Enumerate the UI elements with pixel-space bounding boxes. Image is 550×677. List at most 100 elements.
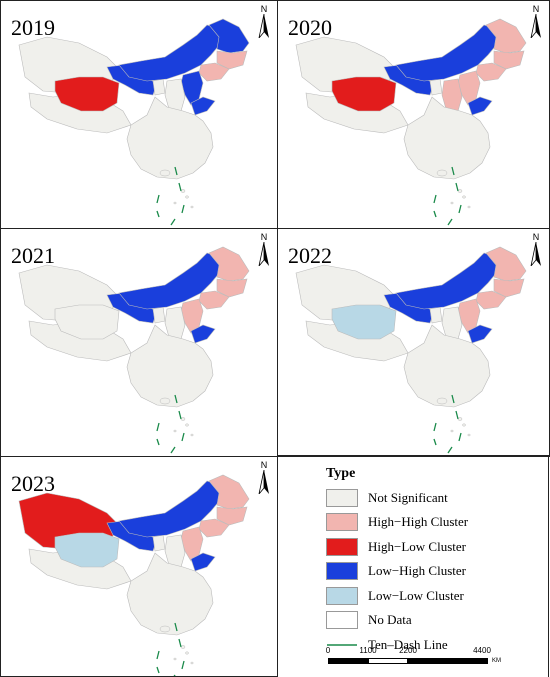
region-heilongjiang [208,474,250,510]
region-heilongjiang [485,246,527,282]
region-shandong [467,96,493,116]
region-ningxia [152,78,166,96]
ten-dash-segment [451,166,455,176]
china-map [295,246,527,454]
ten-dash-segment [156,422,160,432]
ten-dash-segment [170,446,176,454]
island [173,201,177,205]
region-rest [403,324,491,408]
legend-swatch [326,611,358,629]
north-arrow-icon: N [257,4,271,38]
island [180,645,186,649]
map-group [18,474,250,676]
north-arrow-icon: N [529,232,543,266]
legend-label: Low−High Cluster [368,563,466,578]
region-qinghai [54,76,120,112]
north-label: N [260,232,268,242]
year-label: 2022 [288,243,332,268]
region-heilongjiang [485,18,527,54]
north-label: N [260,460,268,470]
region-shanxi [164,534,186,568]
legend-swatch [326,538,358,556]
china-map [295,18,527,226]
region-rest [126,552,214,636]
region-qinghai [331,304,397,340]
ten-dash-segment [170,218,176,226]
ten-dash-segment [433,438,437,446]
island [436,169,448,177]
legend-label: High−Low Cluster [368,539,466,554]
island [185,423,189,427]
map-group [295,246,527,454]
region-shandong [467,324,493,344]
region-shanxi [164,306,186,340]
map-group [18,18,250,226]
island [185,651,189,655]
china-map [18,474,250,676]
region-qinghai [54,532,120,568]
island [190,205,194,209]
year-label: 2021 [11,243,55,268]
region-jilin [216,506,248,526]
island [159,397,171,405]
island [467,433,471,437]
region-heilongjiang [208,246,250,282]
china-map [18,18,250,226]
map-group [295,18,527,226]
region-rest [126,324,214,408]
region-qinghai [331,76,397,112]
region-jilin [493,278,525,298]
region-heilongjiang [208,18,250,54]
legend-label: High−High Cluster [368,514,469,529]
map-legend: Type Not Significant High−High Cluster H… [277,455,549,677]
ten-dash-segment [455,410,459,420]
region-shanxi [164,78,186,112]
island [159,625,171,633]
ten-dash-segment [178,410,182,420]
island [185,195,189,199]
north-arrow-icon: N [529,4,543,38]
north-arrow-icon: N [257,232,271,266]
year-label: 2023 [11,471,55,496]
map-panel-2020: 2020 N [277,0,550,229]
scale-tick-label: 0 [325,646,331,655]
region-ningxia [429,306,443,324]
island [180,417,186,421]
ten-dash-segment [178,638,182,648]
island [457,189,463,193]
ten-dash-segment [156,666,160,674]
scale-tick-label: 4400 [473,646,491,655]
ten-dash-segment [156,210,160,218]
legend-label: Low−Low Cluster [368,588,464,603]
scale-bar: 0 1100 2200 4400 KM [325,646,542,676]
island [190,661,194,665]
island [180,189,186,193]
ten-dash-segment [181,432,185,442]
ten-dash-segment [455,182,459,192]
island [173,429,177,433]
ten-dash-segment [433,194,437,204]
map-panel-2019: 2019 N [0,0,278,229]
island [450,429,454,433]
ten-dash-line-icon [327,644,357,646]
region-qinghai [54,304,120,340]
legend-swatch [326,513,358,531]
ten-dash-segment [174,622,178,632]
map-panel-2023: 2023 N [0,456,278,677]
ten-dash-segment [433,422,437,432]
scale-unit: KM [492,658,501,664]
region-jilin [493,50,525,70]
year-label: 2020 [288,15,332,40]
island [436,397,448,405]
ten-dash-segment [447,446,453,454]
scale-tick-label: 1100 [359,646,377,655]
ten-dash-segment [174,394,178,404]
north-arrow-icon: N [257,460,271,494]
ten-dash-segment [447,218,453,226]
scale-tick-label: 2200 [399,646,417,655]
legend-label: No Data [368,612,412,627]
ten-dash-segment [458,432,462,442]
legend-label: Not Significant [368,490,448,505]
north-label: N [260,4,268,14]
region-shandong [190,324,216,344]
